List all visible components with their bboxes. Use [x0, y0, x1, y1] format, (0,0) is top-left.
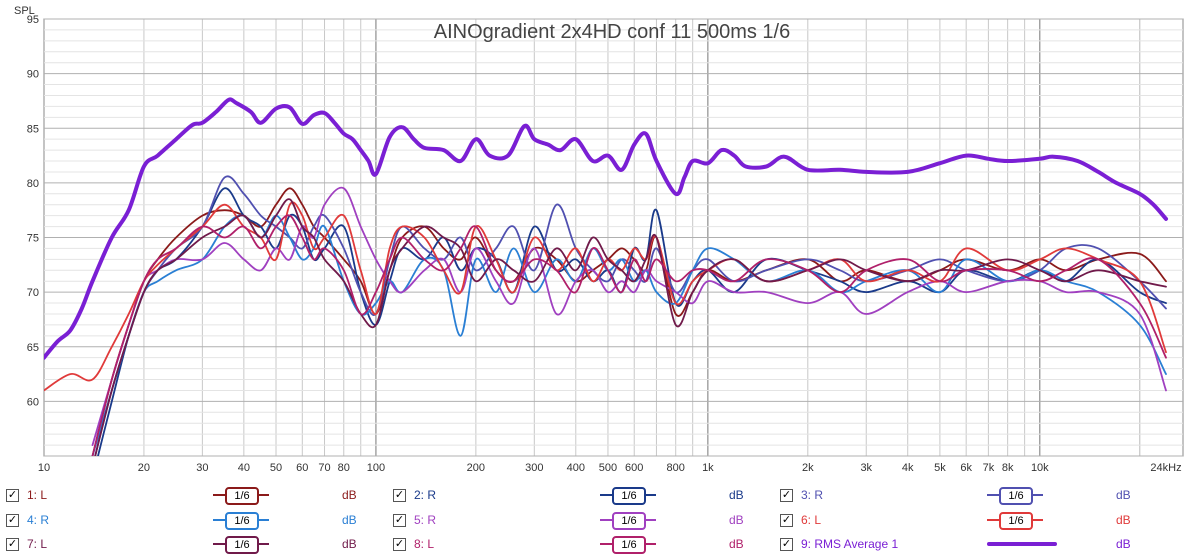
- y-tick-label: 70: [27, 287, 39, 299]
- x-tick-label: 40: [238, 462, 250, 474]
- smoothing-label: 1/6: [999, 487, 1033, 505]
- x-tick-label: 800: [667, 462, 685, 474]
- unit-label: dB: [729, 513, 744, 527]
- x-tick-label: 10k: [1031, 462, 1049, 474]
- x-tick-label: 200: [467, 462, 485, 474]
- x-tick-label: 300: [525, 462, 543, 474]
- unit-label: dB: [1116, 537, 1131, 551]
- x-tick-label: 80: [338, 462, 350, 474]
- checkbox[interactable]: ✓: [393, 488, 406, 502]
- smoothing-label: 1/6: [612, 536, 646, 554]
- smoothing-label: 1/6: [612, 487, 646, 505]
- smoothing-swatch[interactable]: 1/6: [600, 510, 656, 530]
- legend: ✓ 1: L 1/6 dB ✓ 2: R 1/6 dB ✓ 3: R 1/6 d…: [0, 480, 1200, 559]
- plot-background: [0, 0, 1200, 480]
- unit-label: dB: [1116, 513, 1131, 527]
- y-tick-label: 80: [27, 178, 39, 190]
- smoothing-swatch[interactable]: 1/6: [213, 534, 269, 554]
- unit-label: dB: [342, 488, 357, 502]
- checkbox[interactable]: ✓: [6, 537, 19, 551]
- legend-item-8[interactable]: ✓ 8: L 1/6: [393, 534, 656, 554]
- checkbox[interactable]: ✓: [780, 537, 793, 551]
- series-label: 7: L: [27, 537, 48, 551]
- smoothing-label: 1/6: [225, 536, 259, 554]
- smoothing-swatch[interactable]: 1/6: [213, 485, 269, 505]
- x-tick-label: 4k: [902, 462, 914, 474]
- series-line-8: [91, 214, 1167, 456]
- unit-label: dB: [729, 488, 744, 502]
- series-label: 1: L: [27, 488, 48, 502]
- checkbox[interactable]: ✓: [393, 537, 406, 551]
- smoothing-swatch[interactable]: 1/6: [987, 485, 1043, 505]
- x-tick-label: 1k: [702, 462, 714, 474]
- legend-item-1[interactable]: ✓ 1: L 1/6: [6, 485, 269, 505]
- y-tick-label: 90: [27, 69, 39, 81]
- legend-item-2[interactable]: ✓ 2: R 1/6: [393, 485, 656, 505]
- chart-title: AINOgradient 2x4HD conf 11 500ms 1/6: [434, 21, 790, 43]
- x-tick-label: 8k: [1002, 462, 1014, 474]
- series-line-7: [94, 198, 1167, 456]
- checkbox[interactable]: ✓: [393, 513, 406, 527]
- x-tick-label: 20: [138, 462, 150, 474]
- series-line-5: [91, 186, 1167, 446]
- y-axis-label: SPL: [14, 5, 35, 17]
- x-tick-label: 10: [38, 462, 50, 474]
- x-tick-label: 5k: [934, 462, 946, 474]
- x-tick-label: 70: [318, 462, 330, 474]
- series-label: 3: R: [801, 488, 824, 502]
- checkbox[interactable]: ✓: [6, 488, 19, 502]
- x-tick-label: 500: [599, 462, 617, 474]
- smoothing-label: 1/6: [612, 512, 646, 530]
- series-label: 6: L: [801, 513, 822, 527]
- x-tick-label: 60: [296, 462, 308, 474]
- spl-chart[interactable]: 60 65 70 75 80 85 90 95 10 20 30 40 50 60 70 80 100 200 3…: [0, 0, 1200, 480]
- y-tick-label: 60: [27, 396, 39, 408]
- checkbox[interactable]: ✓: [780, 513, 793, 527]
- checkbox[interactable]: ✓: [780, 488, 793, 502]
- legend-item-4[interactable]: ✓ 4: R 1/6: [6, 510, 269, 530]
- unit-label: dB: [729, 537, 744, 551]
- x-tick-label: 3k: [860, 462, 872, 474]
- x-tick-label: 100: [367, 462, 385, 474]
- smoothing-swatch[interactable]: 1/6: [600, 485, 656, 505]
- y-tick-label: 65: [27, 342, 39, 354]
- unit-label: dB: [1116, 488, 1131, 502]
- x-tick-label: 50: [270, 462, 282, 474]
- legend-item-3[interactable]: ✓ 3: R 1/6: [780, 485, 1043, 505]
- series-line-2: [97, 187, 1167, 456]
- series-label: 9: RMS Average 1: [801, 537, 899, 551]
- series-label: 5: R: [414, 513, 437, 527]
- legend-item-5[interactable]: ✓ 5: R 1/6: [393, 510, 656, 530]
- x-tick-label: 400: [567, 462, 585, 474]
- smoothing-swatch[interactable]: 1/6: [600, 534, 656, 554]
- series-line-9: [44, 97, 1168, 360]
- unit-label: dB: [342, 513, 357, 527]
- legend-item-9[interactable]: ✓ 9: RMS Average 1: [780, 534, 1057, 554]
- series-label: 4: R: [27, 513, 50, 527]
- chart-area[interactable]: 60 65 70 75 80 85 90 95 10 20 30 40 50 60 70 80 100 200 3…: [0, 0, 1200, 480]
- y-tick-label: 75: [27, 233, 39, 245]
- x-tick-label: 2k: [802, 462, 814, 474]
- smoothing-label: 1/6: [225, 512, 259, 530]
- smoothing-swatch[interactable]: 1/6: [213, 510, 269, 530]
- unit-label: dB: [342, 537, 357, 551]
- y-tick-label: 95: [27, 14, 39, 26]
- x-tick-label: 600: [625, 462, 643, 474]
- checkbox[interactable]: ✓: [6, 513, 19, 527]
- series-label: 8: L: [414, 537, 435, 551]
- legend-item-7[interactable]: ✓ 7: L 1/6: [6, 534, 269, 554]
- legend-item-6[interactable]: ✓ 6: L 1/6: [780, 510, 1043, 530]
- series-label: 2: R: [414, 488, 437, 502]
- y-tick-label: 85: [27, 123, 39, 135]
- x-tick-label: 7k: [983, 462, 995, 474]
- line-swatch[interactable]: [987, 534, 1057, 554]
- x-tick-label: 24kHz: [1150, 462, 1181, 474]
- smoothing-swatch[interactable]: 1/6: [987, 510, 1043, 530]
- smoothing-label: 1/6: [999, 512, 1033, 530]
- x-tick-label: 30: [196, 462, 208, 474]
- series-line-6: [44, 201, 1167, 392]
- x-tick-label: 6k: [960, 462, 972, 474]
- smoothing-label: 1/6: [225, 487, 259, 505]
